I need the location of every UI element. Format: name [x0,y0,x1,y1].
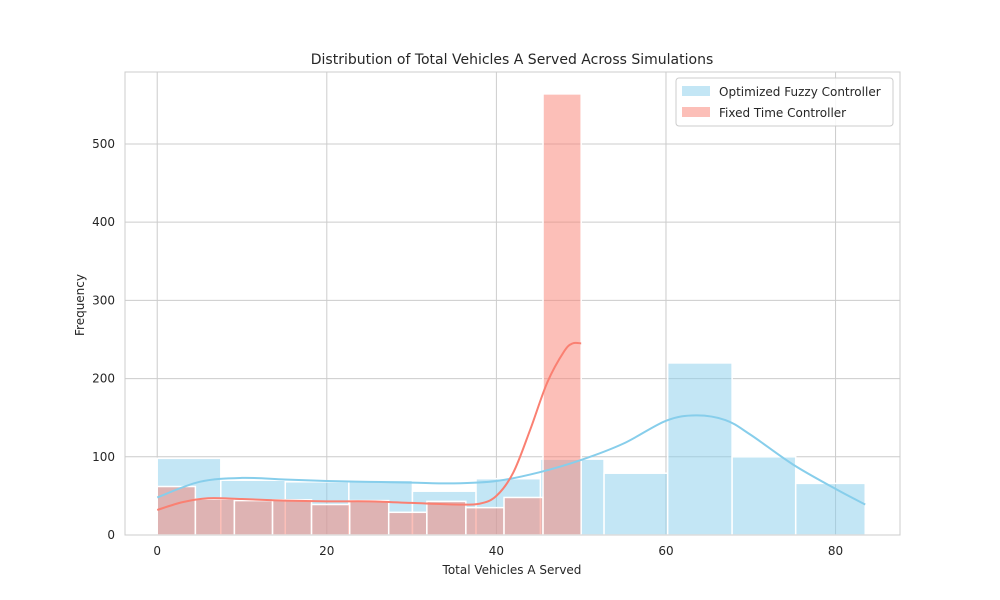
histogram-bar [194,498,236,536]
histogram-bar [310,503,351,536]
x-axis-label: Total Vehicles A Served [442,563,582,577]
x-tick-label: 60 [658,544,673,558]
x-tick-label: 40 [489,544,504,558]
histogram-bar [794,482,866,536]
y-tick-label: 400 [92,215,115,229]
y-tick-label: 0 [107,528,115,542]
legend-swatch [682,86,710,96]
kde-curves [156,341,866,511]
histogram-bar [233,499,274,536]
y-tick-label: 300 [92,293,115,307]
y-axis-label: Frequency [73,274,87,336]
histogram-bar [666,362,733,536]
legend-label: Optimized Fuzzy Controller [719,85,881,99]
legend: Optimized Fuzzy Controller Fixed Time Con… [675,77,894,127]
legend-label: Fixed Time Controller [719,106,846,120]
histogram-bar [465,506,505,536]
kde-line [156,341,582,511]
x-tick-label: 0 [153,544,161,558]
histogram-bar [503,496,544,536]
legend-swatch [682,107,710,117]
x-tick-label: 20 [319,544,334,558]
histogram-bars [156,93,866,536]
histogram-bar [387,511,428,536]
axes-spine [124,71,901,536]
histogram-bar [348,499,390,536]
tick-labels: 0 20 40 60 80 0 100 200 300 400 500 [92,137,843,558]
histogram-bar [731,456,797,536]
axes-frame [124,71,901,536]
x-tick-label: 80 [828,544,843,558]
chart-title: Distribution of Total Vehicles A Served … [311,52,714,68]
histogram-bar [426,500,467,536]
histogram-bar [603,472,669,536]
histogram-bar [156,485,197,536]
y-tick-label: 200 [92,372,115,386]
y-tick-label: 500 [92,137,115,151]
legend-box [675,77,894,127]
kde-line [156,414,866,506]
y-tick-label: 100 [92,450,115,464]
histogram-bar [271,499,313,536]
